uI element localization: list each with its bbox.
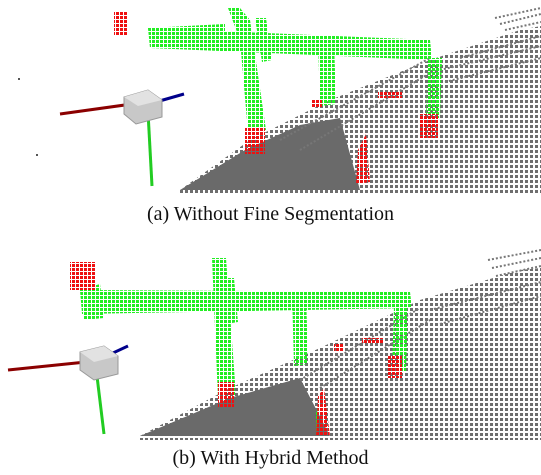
far-scan-lines [279, 7, 541, 151]
segmented-structure [148, 8, 442, 132]
misclassified-points [114, 12, 438, 184]
z-axis [146, 111, 154, 187]
caption-panel-a: (a) Without Fine Segmentation [146, 203, 395, 225]
x-axis [7, 360, 87, 372]
misclassified-points [70, 262, 402, 436]
panel-a-point-cloud [0, 0, 541, 195]
ground-dense-region [180, 118, 360, 190]
axes-gizmo-b [7, 344, 129, 435]
gizmo-cube-top [80, 346, 118, 362]
gizmo-cube-top [124, 90, 162, 106]
point-cloud-render-b [7, 249, 541, 440]
point-cloud-render-a [18, 7, 541, 195]
x-axis [59, 102, 133, 116]
panel-b-point-cloud [0, 248, 541, 440]
ground-dense-region [140, 378, 330, 436]
caption-panel-b: (b) With Hybrid Method [172, 447, 369, 469]
axes-gizmo-a [59, 89, 185, 187]
